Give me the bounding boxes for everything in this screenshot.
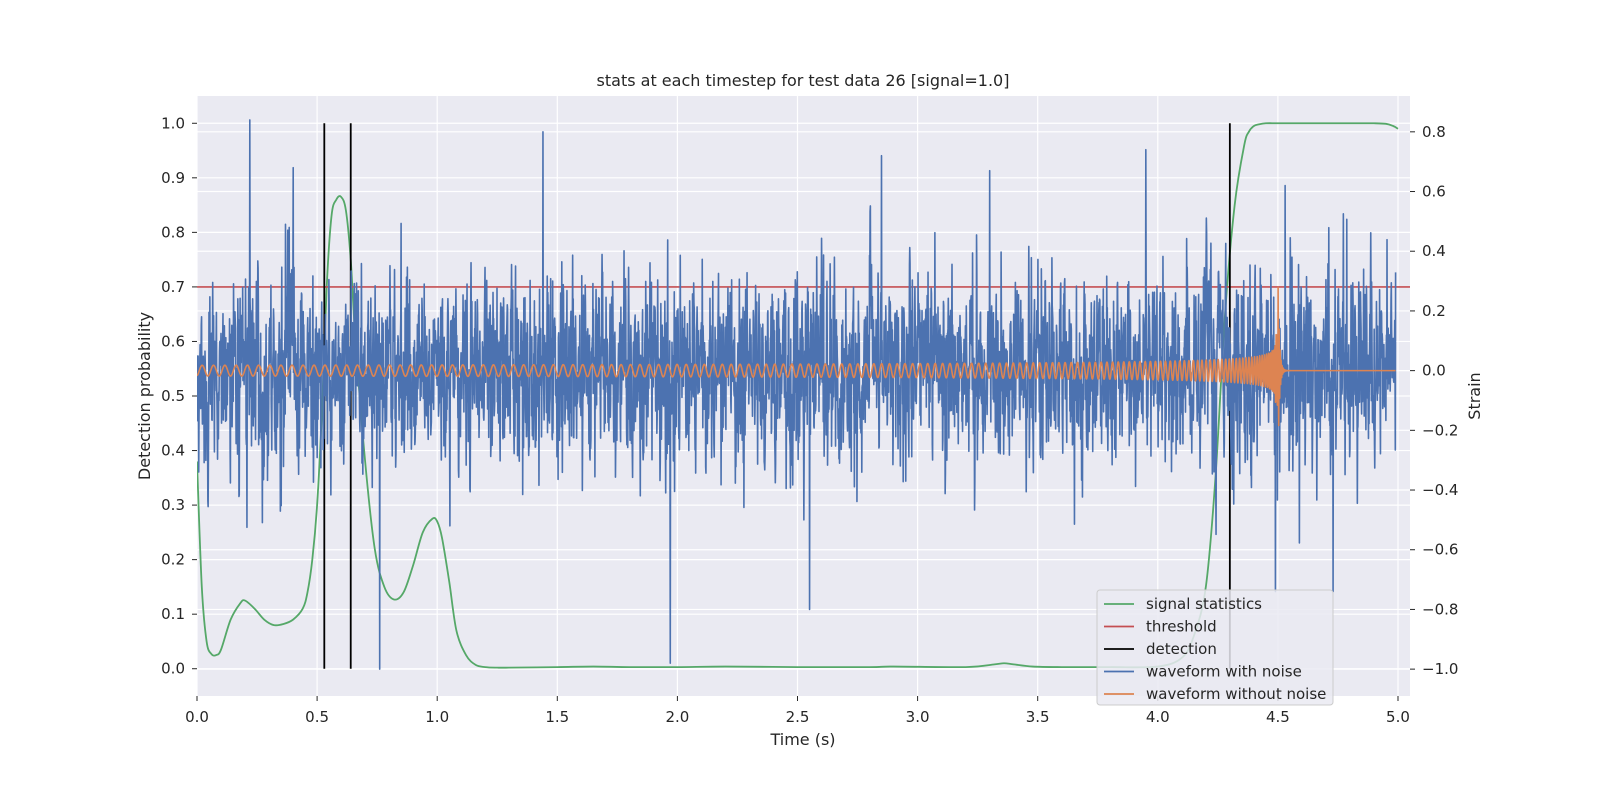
right-y-tick-label: 0.6 [1422,183,1446,201]
x-tick-label: 1.0 [425,708,449,726]
left-y-tick-label: 0.2 [161,551,185,569]
waveform-without-noise-series [197,286,1397,427]
legend-label: threshold [1146,618,1217,636]
right-y-tick-label: −1.0 [1422,660,1458,678]
x-tick-label: 3.0 [906,708,930,726]
legend-label: waveform without noise [1146,685,1326,703]
right-y-axis-ticks: −1.0 −0.8 −0.6 −0.4 −0.2 0.0 0.2 0.4 0.6 0.8 [1410,123,1458,678]
x-tick-label: 1.5 [545,708,569,726]
waveform-with-noise-line [197,119,1397,670]
x-axis-ticks: 0.0 0.5 1.0 1.5 2.0 2.5 3.0 3.5 4.0 4.5 5.0 [185,696,1410,726]
left-y-tick-label: 0.9 [161,169,185,187]
right-y-tick-label: −0.4 [1422,481,1458,499]
left-y-tick-label: 0.1 [161,605,185,623]
chart-title: stats at each timestep for test data 26 … [597,71,1010,90]
legend: signal statistics threshold detection wavef… [1096,589,1334,706]
x-tick-label: 4.0 [1146,708,1170,726]
x-tick-label: 2.5 [786,708,810,726]
left-y-tick-label: 0.6 [161,332,185,350]
legend-box [1096,589,1334,706]
left-y-tick-label: 1.0 [161,114,185,132]
left-y-tick-label: 0.3 [161,496,185,514]
legend-label: detection [1146,640,1217,658]
left-y-tick-label: 0.0 [161,660,185,678]
x-tick-label: 5.0 [1386,708,1410,726]
legend-label: waveform with noise [1146,663,1302,681]
right-y-tick-label: −0.6 [1422,541,1458,559]
left-y-axis-ticks: 0.0 0.1 0.2 0.3 0.4 0.5 0.6 0.7 0.8 0.9 1.0 [161,114,197,678]
right-y-axis-label: Strain [1465,372,1484,419]
right-y-tick-label: 0.0 [1422,362,1446,380]
left-y-tick-label: 0.8 [161,223,185,241]
legend-label: signal statistics [1146,595,1262,613]
right-y-tick-label: −0.2 [1422,421,1458,439]
x-tick-label: 3.5 [1026,708,1050,726]
x-tick-label: 4.5 [1266,708,1290,726]
x-tick-label: 0.0 [185,708,209,726]
right-y-tick-label: 0.2 [1422,302,1446,320]
left-y-tick-label: 0.7 [161,278,185,296]
left-y-tick-label: 0.5 [161,387,185,405]
x-tick-label: 0.5 [305,708,329,726]
left-y-tick-label: 0.4 [161,442,185,460]
x-axis-label: Time (s) [769,730,835,749]
right-y-tick-label: 0.8 [1422,123,1446,141]
waveform-with-noise-series [197,119,1397,670]
right-y-tick-label: 0.4 [1422,242,1446,260]
right-y-tick-label: −0.8 [1422,600,1458,618]
waveform-without-noise-line [197,286,1397,427]
left-y-axis-label: Detection probability [135,312,154,480]
x-tick-label: 2.0 [665,708,689,726]
